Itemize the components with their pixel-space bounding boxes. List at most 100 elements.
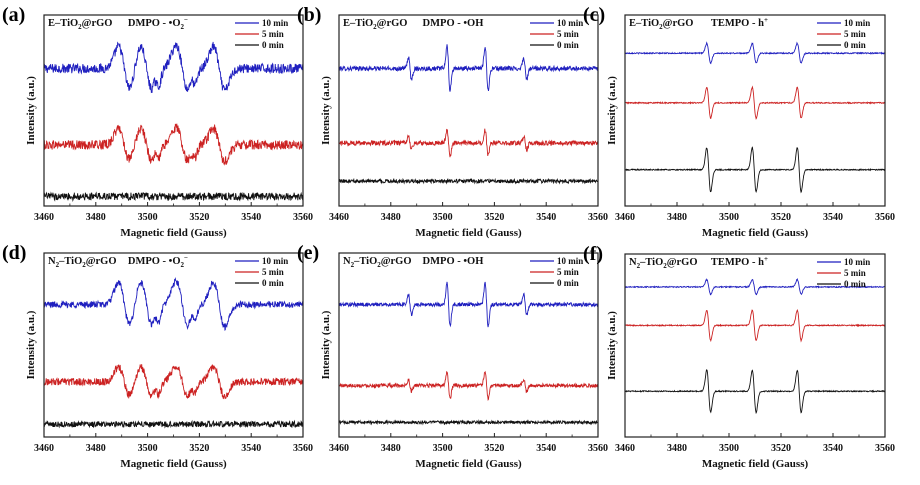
series-line-10-min	[339, 44, 598, 92]
plot-area	[44, 276, 303, 429]
x-tick-label: 3480	[667, 443, 687, 454]
x-tick-label: 3540	[536, 443, 556, 454]
legend-entry: 0 min	[844, 40, 866, 50]
plot-area	[44, 41, 303, 202]
probe-label: DMPO - •O2−	[128, 16, 188, 31]
plot-area	[339, 44, 598, 185]
series-line-10-min	[339, 281, 598, 328]
probe-label: DMPO - •OH	[423, 256, 484, 267]
y-axis-title: Intensity (a.u.)	[606, 311, 618, 380]
x-tick-label: 3540	[241, 443, 261, 454]
x-tick-label: 3520	[771, 212, 791, 223]
series-line-5-min	[625, 309, 885, 343]
x-tick-label: 3480	[381, 212, 401, 223]
legend-entry: 5 min	[844, 29, 866, 39]
x-axis-title: Magnetic field (Gauss)	[702, 227, 809, 239]
sample-label: N2–TiO2@rGO	[343, 256, 412, 269]
x-axis-title: Magnetic field (Gauss)	[702, 458, 809, 470]
sample-label: N2–TiO2@rGO	[629, 257, 698, 270]
legend-entry: 0 min	[844, 279, 866, 289]
series-line-0-min	[625, 146, 885, 194]
x-tick-label: 3560	[588, 212, 608, 223]
legend-entry: 5 min	[262, 267, 284, 277]
panel-label: (e)	[297, 242, 319, 264]
panel-label: (d)	[2, 242, 26, 264]
x-tick-label: 3500	[719, 443, 739, 454]
panel-label: (b)	[297, 4, 321, 26]
panel-e: 3460 3480 3500 3520 3540 3560 Magnetic field (…	[297, 242, 608, 470]
y-axis-title: Intensity (a.u.)	[25, 310, 37, 379]
x-tick-label: 3460	[615, 212, 635, 223]
probe-label: DMPO - •O2−	[128, 254, 188, 269]
legend-entry: 0 min	[262, 40, 284, 50]
x-tick-label: 3540	[823, 212, 843, 223]
series-line-5-min	[44, 123, 303, 166]
legend-entry: 0 min	[262, 278, 284, 288]
series-line-0-min	[625, 369, 885, 415]
panel-f: 3460 3480 3500 3520 3540 3560 Magnetic field (…	[583, 243, 895, 470]
x-tick-label: 3520	[771, 443, 791, 454]
x-tick-label: 3460	[329, 443, 349, 454]
x-tick-label: 3540	[241, 212, 261, 223]
legend-entry: 5 min	[557, 29, 579, 39]
legend-entry: 10 min	[262, 256, 288, 266]
x-tick-label: 3460	[34, 443, 54, 454]
legend-entry: 5 min	[557, 267, 579, 277]
series-line-10-min	[44, 276, 303, 331]
sample-label: N2–TiO2@rGO	[48, 256, 117, 269]
series-line-5-min	[44, 364, 303, 400]
sample-label: E–TiO2@rGO	[629, 18, 693, 31]
panel-label: (c)	[583, 4, 605, 26]
x-tick-label: 3540	[823, 443, 843, 454]
sample-label: E–TiO2@rGO	[48, 18, 112, 31]
probe-label: TEMPO - h+	[711, 255, 768, 268]
x-axis-title: Magnetic field (Gauss)	[120, 458, 227, 470]
series-line-0-min	[339, 177, 598, 185]
legend-entry: 10 min	[844, 18, 870, 28]
y-axis-title: Intensity (a.u.)	[320, 310, 332, 379]
x-tick-label: 3460	[329, 212, 349, 223]
legend-entry: 0 min	[557, 40, 579, 50]
x-tick-label: 3460	[615, 443, 635, 454]
legend-entry: 10 min	[262, 18, 288, 28]
x-tick-label: 3540	[536, 212, 556, 223]
series-line-0-min	[339, 419, 598, 426]
x-tick-label: 3560	[293, 443, 313, 454]
panel-label: (f)	[583, 243, 603, 265]
x-tick-label: 3520	[189, 443, 209, 454]
series-line-10-min	[44, 41, 303, 94]
panel-b: 3460 3480 3500 3520 3540 3560 Magnetic field (…	[297, 4, 608, 239]
series-line-0-min	[44, 191, 303, 202]
sample-label: E–TiO2@rGO	[343, 18, 407, 31]
panel-c: 3460 3480 3500 3520 3540 3560 Magnetic field (…	[583, 4, 895, 239]
x-axis-title: Magnetic field (Gauss)	[415, 458, 522, 470]
plot-area	[339, 281, 598, 426]
x-tick-label: 3560	[293, 212, 313, 223]
legend-entry: 5 min	[262, 29, 284, 39]
x-tick-label: 3560	[588, 443, 608, 454]
x-axis-title: Magnetic field (Gauss)	[415, 227, 522, 239]
series-line-10-min	[625, 41, 885, 65]
y-axis-title: Intensity (a.u.)	[320, 76, 332, 145]
x-tick-label: 3460	[34, 212, 54, 223]
series-line-5-min	[625, 85, 885, 120]
plot-area	[625, 277, 885, 415]
y-axis-title: Intensity (a.u.)	[606, 76, 618, 145]
x-tick-label: 3500	[719, 212, 739, 223]
panel-label: (a)	[2, 4, 25, 26]
x-tick-label: 3520	[484, 443, 504, 454]
series-line-5-min	[339, 370, 598, 402]
x-tick-label: 3520	[484, 212, 504, 223]
x-tick-label: 3480	[381, 443, 401, 454]
panel-a: 3460 3480 3500 3520 3540 3560 Magnetic field (…	[2, 4, 313, 239]
x-tick-label: 3500	[433, 443, 453, 454]
probe-label: DMPO - •OH	[423, 18, 484, 29]
x-tick-label: 3500	[138, 212, 158, 223]
x-tick-label: 3500	[433, 212, 453, 223]
y-axis-title: Intensity (a.u.)	[25, 76, 37, 145]
